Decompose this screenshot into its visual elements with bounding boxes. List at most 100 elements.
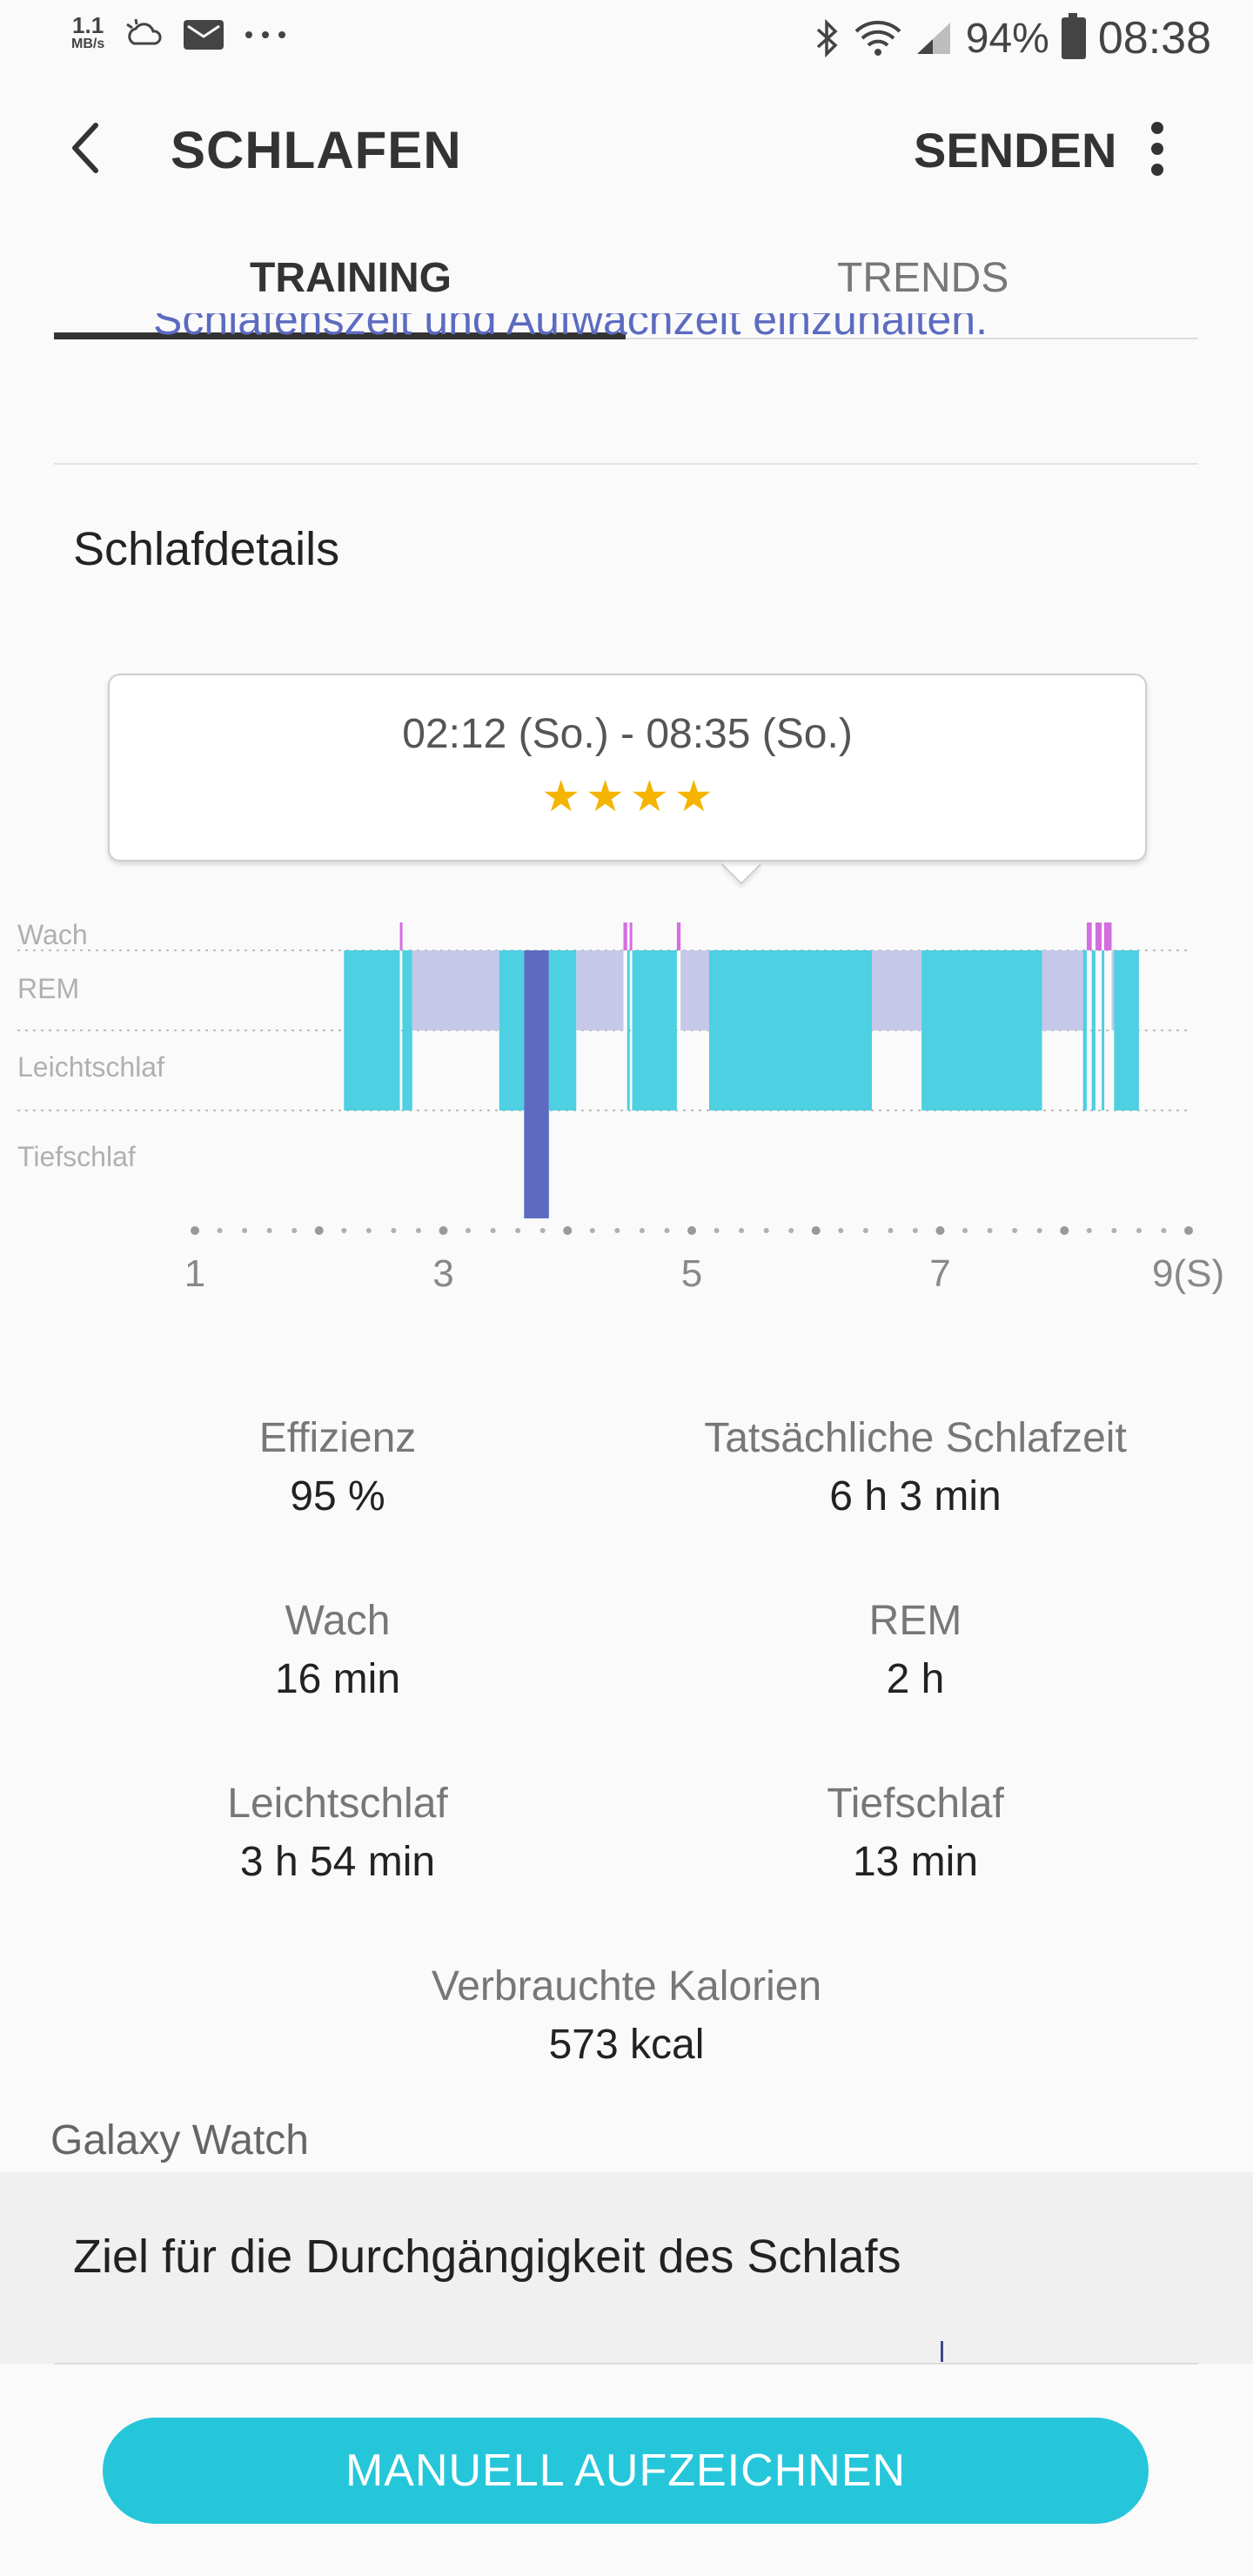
status-left: 1.1 MB/s	[71, 14, 287, 54]
axis-dot	[838, 1228, 844, 1233]
sleep-range-bubble: 02:12 (So.) - 08:35 (So.) ★ ★ ★ ★	[108, 674, 1147, 862]
axis-dot	[1161, 1228, 1167, 1233]
sleep-segment-rem	[1042, 950, 1083, 1030]
stat-deep-sleep: Tiefschlaf 13 min	[827, 1781, 1004, 1885]
stat-efficiency: Effizienz 95 %	[258, 1415, 417, 1519]
axis-dot	[391, 1228, 397, 1233]
axis-dot	[490, 1228, 496, 1233]
status-right: 94% 08:38	[814, 12, 1211, 64]
tab-trends[interactable]: TRENDS	[837, 255, 1009, 301]
axis-dot	[589, 1228, 595, 1233]
status-bar: 1.1 MB/s 94% 08:38	[0, 0, 1253, 78]
sleep-segment-leicht	[632, 950, 677, 1110]
sleep-segment-wach	[1086, 922, 1092, 950]
axis-dot	[365, 1228, 372, 1233]
sleep-segment-rem	[1111, 950, 1115, 1030]
axis-dot	[415, 1228, 421, 1233]
sleep-segment-leicht	[1091, 950, 1096, 1110]
axis-dot	[1060, 1226, 1069, 1235]
x-tick-label: 5	[681, 1252, 702, 1295]
wifi-icon	[854, 20, 901, 56]
axis-dot	[1111, 1228, 1117, 1233]
mail-icon	[184, 20, 224, 50]
axis-dot	[1086, 1228, 1092, 1233]
bluetooth-icon	[816, 19, 838, 57]
battery-percent: 94%	[965, 15, 1049, 62]
sleep-segment-wach	[629, 922, 633, 950]
sleep-segment-leicht	[402, 950, 412, 1110]
goal-panel	[0, 2172, 1253, 2364]
device-name: Galaxy Watch	[50, 2117, 309, 2163]
goal-marker	[941, 2341, 943, 2362]
clock: 08:38	[1097, 13, 1211, 64]
axis-dot	[888, 1228, 894, 1233]
more-options-icon[interactable]	[1140, 117, 1175, 178]
section-title: Schlafdetails	[73, 523, 340, 575]
axis-dot	[614, 1228, 620, 1233]
stage-label: Tiefschlaf	[17, 1141, 136, 1172]
stat-light-sleep: Leichtschlaf 3 h 54 min	[227, 1781, 448, 1885]
axis-dot	[639, 1228, 645, 1233]
stage-label: REM	[17, 973, 79, 1004]
axis-dot	[962, 1228, 968, 1233]
sleep-segment-wach	[1095, 922, 1102, 950]
axis-dot	[987, 1228, 993, 1233]
axis-dot	[714, 1228, 720, 1233]
sleep-segment-leicht	[708, 950, 872, 1110]
app-bar: SCHLAFEN SENDEN	[0, 104, 1253, 191]
axis-dot	[291, 1228, 298, 1233]
axis-dot	[664, 1228, 670, 1233]
stat-calories: Verbrauchte Kalorien 573 kcal	[431, 1963, 822, 2068]
sleep-segment-leicht	[499, 950, 525, 1110]
sleep-segment-leicht	[548, 950, 577, 1110]
axis-dot	[242, 1228, 248, 1233]
tab-training[interactable]: TRAINING	[250, 255, 452, 301]
stat-awake: Wach 16 min	[274, 1598, 401, 1702]
axis-dot	[811, 1226, 821, 1235]
page-title: SCHLAFEN	[171, 121, 462, 179]
star-icon: ★	[586, 772, 625, 821]
active-tab-indicator	[54, 332, 626, 339]
sleep-segment-leicht	[1114, 950, 1139, 1110]
sleep-segment-tief	[524, 950, 549, 1218]
axis-dot	[1012, 1228, 1018, 1233]
axis-dot	[862, 1228, 868, 1233]
sleep-rating: ★ ★ ★ ★	[110, 771, 1145, 822]
sleep-segment-wach	[676, 922, 681, 950]
axis-dot	[1136, 1228, 1142, 1233]
goal-title: Ziel für die Durchgängigkeit des Schlafs	[73, 2231, 901, 2283]
divider	[54, 463, 1198, 465]
manual-record-button[interactable]: MANUELL AUFZEICHNEN	[103, 2418, 1149, 2524]
send-button[interactable]: SENDEN	[914, 123, 1117, 178]
more-notifications-icon	[245, 31, 286, 38]
axis-dot	[466, 1228, 472, 1233]
sleep-segment-rem	[412, 950, 499, 1030]
sleep-segment-leicht	[1082, 950, 1087, 1110]
sleep-segment-rem	[871, 950, 922, 1030]
sleep-time-range: 02:12 (So.) - 08:35 (So.)	[402, 711, 853, 757]
weather-icon	[126, 18, 162, 45]
sleep-segment-rem	[680, 950, 709, 1030]
tab-bar: TRAINING TRENDS	[54, 244, 1198, 339]
star-icon: ★	[673, 772, 714, 821]
x-tick-label: 1	[184, 1252, 205, 1295]
sleep-segment-rem	[576, 950, 624, 1030]
star-icon: ★	[630, 772, 669, 821]
star-icon: ★	[541, 772, 581, 821]
axis-dot	[1184, 1226, 1193, 1235]
stat-actual-sleep: Tatsächliche Schlafzeit 6 h 3 min	[704, 1415, 1127, 1519]
signal-icon	[916, 23, 950, 54]
axis-dot	[539, 1228, 546, 1233]
x-tick-label: 9(S)	[1152, 1252, 1224, 1295]
goal-divider	[54, 2363, 1198, 2365]
axis-dot	[515, 1228, 521, 1233]
sleep-stage-chart: Wach REM Leichtschlaf Tiefschlaf 1 3 5 7 9(S)	[17, 919, 1224, 1295]
speed-unit: MB/s	[71, 37, 105, 51]
sleep-segment-wach	[399, 922, 403, 950]
back-arrow-icon[interactable]	[61, 113, 113, 183]
axis-dot	[341, 1228, 347, 1233]
axis-dot	[266, 1228, 272, 1233]
axis-dot	[191, 1226, 199, 1235]
axis-dot	[1036, 1228, 1042, 1233]
axis-dot	[439, 1226, 448, 1235]
